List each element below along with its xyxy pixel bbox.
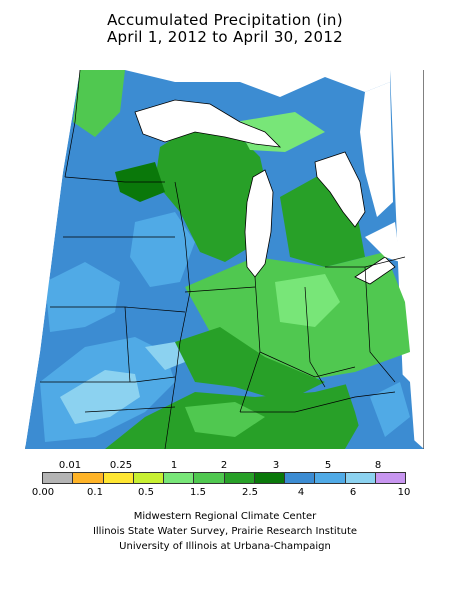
precip-zone-central-dark-green bbox=[175, 327, 325, 402]
precip-zone-mn-green bbox=[73, 70, 125, 137]
map-title: Accumulated Precipitation (in) bbox=[107, 11, 343, 29]
lake-michigan bbox=[244, 169, 274, 278]
legend-swatch bbox=[102, 473, 133, 483]
credit-line-2: Illinois State Water Survey, Prairie Res… bbox=[92, 526, 358, 537]
legend-swatch bbox=[43, 473, 73, 483]
legend-swatch bbox=[284, 473, 315, 483]
precip-zone-pale-blue-2 bbox=[145, 342, 185, 370]
legend-tick-bottom-1: 0.00 bbox=[31, 487, 55, 498]
legend-swatch bbox=[72, 473, 103, 483]
legend-swatch bbox=[163, 473, 194, 483]
legend-tick-top-5: 3 bbox=[272, 460, 280, 471]
legend-tick-top-3: 1 bbox=[170, 460, 178, 471]
legend-tick-bottom-6: 4 bbox=[297, 487, 305, 498]
precip-zone-north-green bbox=[155, 122, 270, 262]
precipitation-map bbox=[25, 52, 424, 449]
legend-swatch bbox=[374, 473, 405, 483]
legend-tick-bottom-8: 10 bbox=[397, 487, 411, 498]
legend-tick-top-7: 8 bbox=[374, 460, 382, 471]
lake-huron bbox=[314, 151, 366, 228]
west-boundary-area bbox=[25, 70, 80, 449]
legend-tick-bottom-2: 0.1 bbox=[87, 487, 103, 498]
state-boundaries bbox=[40, 69, 406, 449]
lake-erie bbox=[354, 256, 396, 285]
precip-zone-iowa-blue bbox=[130, 212, 195, 287]
canada-area bbox=[360, 82, 393, 217]
legend-swatch bbox=[344, 473, 375, 483]
lake-superior bbox=[134, 99, 282, 148]
legend-tick-top-4: 2 bbox=[220, 460, 228, 471]
legend-tick-top-2: 0.25 bbox=[109, 460, 133, 471]
legend-tick-top-6: 5 bbox=[324, 460, 332, 471]
legend-swatch bbox=[193, 473, 224, 483]
legend-tick-bottom-3: 0.5 bbox=[138, 487, 154, 498]
legend-tick-bottom-5: 2.5 bbox=[242, 487, 258, 498]
legend-tick-bottom-7: 6 bbox=[349, 487, 357, 498]
legend-swatch bbox=[314, 473, 345, 483]
legend-swatch bbox=[253, 473, 284, 483]
legend-tick-top-1: 0.01 bbox=[58, 460, 82, 471]
precip-legend-bar bbox=[42, 472, 406, 484]
precip-zone-west-blue bbox=[45, 262, 120, 332]
legend-tick-bottom-4: 1.5 bbox=[190, 487, 206, 498]
legend-swatch bbox=[223, 473, 254, 483]
precip-zone-light-green-center bbox=[275, 274, 340, 327]
map-subtitle: April 1, 2012 to April 30, 2012 bbox=[106, 28, 344, 46]
legend-swatch bbox=[132, 473, 163, 483]
credit-line-3: University of Illinois at Urbana-Champai… bbox=[119, 541, 331, 552]
precip-zone-south-light-green bbox=[185, 402, 265, 437]
credit-line-1: Midwestern Regional Climate Center bbox=[133, 511, 317, 522]
ontario-area bbox=[365, 222, 400, 262]
precip-zone-southeast-light-blue bbox=[370, 382, 410, 437]
north-boundary-area bbox=[25, 52, 424, 97]
precip-zone-pale-blue bbox=[60, 370, 140, 424]
